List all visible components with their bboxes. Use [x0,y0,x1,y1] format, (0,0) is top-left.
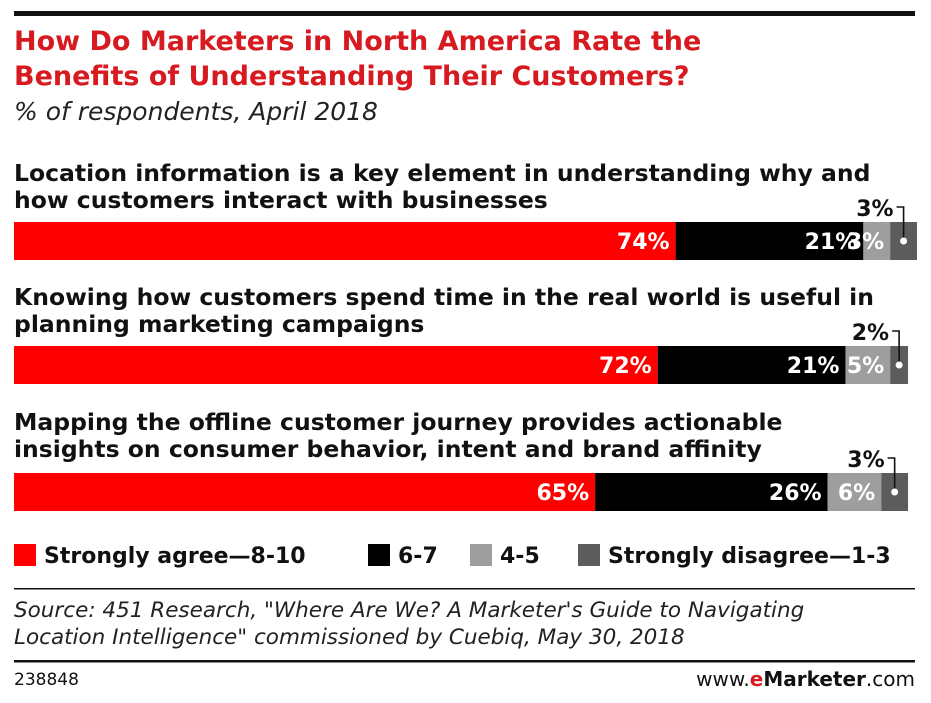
value-label-1-strongly-agree: 74% [617,230,670,255]
legend-label-strongly-disagree: Strongly disagree—1-3 [608,544,891,569]
bar-1-strongly-agree [14,222,676,260]
brand-suffix: .com [866,667,915,691]
bar-3-4-5 [827,473,882,511]
bar-1-6-7 [675,222,864,260]
callout-leader-1 [896,206,905,238]
chart-subtitle: % of respondents, April 2018 [14,97,378,126]
brand-prefix: www. [696,667,750,691]
value-label-2-strongly-disagree: 2% [852,321,889,346]
top-rule [14,11,915,16]
footer-rule [14,660,915,663]
chart-id: 238848 [14,670,79,690]
category-label-1-line-1: Location information is a key element in… [14,159,870,187]
chart-title-line-2: Benefits of Understanding Their Customer… [14,61,690,92]
value-label-3-4-5: 6% [838,481,875,506]
brand-name: Marketer [763,667,866,691]
category-label-3-line-1: Mapping the offline customer journey pro… [14,408,782,436]
bar-3-6-7 [595,473,828,511]
value-label-2-4-5: 5% [847,354,884,379]
source-rule [14,588,915,590]
category-label-2-line-1: Knowing how customers spend time in the … [14,283,874,311]
legend-swatch-4-5 [470,544,492,566]
value-label-3-6-7: 26% [769,481,822,506]
value-label-2-strongly-agree: 72% [599,354,652,379]
value-label-3-strongly-agree: 65% [536,481,589,506]
chart-title-line-1: How Do Marketers in North America Rate t… [14,26,701,57]
callout-leader-2 [892,330,900,362]
bar-2-6-7 [657,346,846,384]
value-label-2-6-7: 21% [787,354,840,379]
value-label-1-strongly-disagree: 3% [856,197,893,222]
callout-leader-3 [887,457,896,489]
bar-2-strongly-agree [14,346,658,384]
value-label-3-strongly-disagree: 3% [847,448,884,473]
value-label-1-6-7: 21% [805,230,858,255]
legend-swatch-6-7 [368,544,390,566]
brand-e: e [750,667,764,691]
bar-1-4-5 [863,222,891,260]
legend-swatch-strongly-agree [14,544,36,566]
bar-2-4-5 [845,346,891,384]
legend-label-6-7: 6-7 [398,544,438,569]
value-label-1-4-5: 3% [847,230,884,255]
brand-logo: www.eMarketer.com [696,667,915,691]
source-line-1: Source: 451 Research, "Where Are We? A M… [14,598,804,623]
category-label-1-line-2: how customers interact with businesses [14,186,548,214]
callout-dot-2 [895,361,903,369]
category-label-2-line-2: planning marketing campaigns [14,310,424,338]
legend-swatch-strongly-disagree [578,544,600,566]
bar-3-strongly-agree [14,473,596,511]
source-line-2: Location Intelligence" commissioned by C… [14,625,685,650]
legend-label-4-5: 4-5 [500,544,540,569]
category-label-3-line-2: insights on consumer behavior, intent an… [14,435,762,463]
legend-label-strongly-agree: Strongly agree—8-10 [44,544,306,569]
callout-dot-1 [900,237,908,245]
legend: Strongly agree—8-10 6-7 4-5 Strongly dis… [14,544,891,569]
bars-group: 74% 21%3%3%72% 21% 5%2%65% 26% 6%3% [14,197,917,511]
callout-dot-3 [891,488,899,496]
